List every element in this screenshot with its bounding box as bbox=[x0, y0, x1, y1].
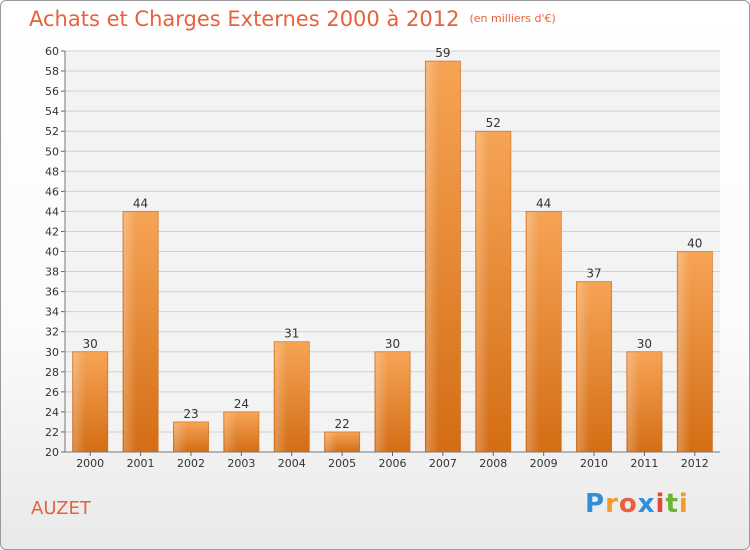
y-tick-label: 30 bbox=[45, 346, 59, 359]
data-label: 44 bbox=[133, 196, 148, 210]
data-label: 44 bbox=[536, 196, 551, 210]
y-tick-label: 26 bbox=[45, 386, 59, 399]
x-tick-label: 2000 bbox=[76, 457, 104, 470]
x-tick-label: 2010 bbox=[580, 457, 608, 470]
y-tick-label: 38 bbox=[45, 266, 59, 279]
y-tick-label: 40 bbox=[45, 246, 59, 259]
bar-highlight bbox=[224, 412, 238, 452]
y-tick-label: 58 bbox=[45, 65, 59, 78]
y-tick-label: 44 bbox=[45, 205, 59, 218]
y-tick-label: 42 bbox=[45, 225, 59, 238]
y-tick-label: 52 bbox=[45, 125, 59, 138]
logo-letter: i bbox=[655, 489, 666, 519]
bar-highlight bbox=[627, 352, 641, 452]
bar-highlight bbox=[527, 212, 540, 452]
data-label: 59 bbox=[435, 46, 450, 60]
logo-letter: P bbox=[585, 489, 606, 519]
data-label: 30 bbox=[83, 337, 98, 351]
y-tick-label: 32 bbox=[45, 326, 59, 339]
bar-highlight bbox=[275, 342, 288, 452]
logo-letter: i bbox=[678, 489, 689, 519]
y-tick-label: 48 bbox=[45, 165, 59, 178]
bar-highlight bbox=[476, 132, 489, 452]
y-tick-label: 60 bbox=[45, 45, 59, 58]
x-tick-label: 2005 bbox=[328, 457, 356, 470]
bar-highlight bbox=[174, 422, 187, 452]
y-tick-label: 34 bbox=[45, 306, 59, 319]
title-unit: (en milliers d'€) bbox=[469, 12, 556, 25]
bar-highlight bbox=[678, 252, 691, 452]
data-label: 31 bbox=[284, 327, 299, 341]
bar-layer bbox=[72, 60, 713, 453]
bar-highlight bbox=[426, 62, 439, 453]
y-tick-label: 36 bbox=[45, 286, 59, 299]
x-tick-label: 2011 bbox=[630, 457, 658, 470]
bar-highlight bbox=[123, 212, 137, 452]
data-label: 30 bbox=[385, 337, 400, 351]
x-tick-label: 2007 bbox=[429, 457, 457, 470]
y-tick-label: 20 bbox=[45, 446, 59, 459]
data-label: 40 bbox=[687, 237, 702, 251]
y-tick-label: 22 bbox=[45, 426, 59, 439]
commune-name: AUZET bbox=[31, 498, 91, 519]
data-label: 30 bbox=[637, 337, 652, 351]
y-tick-label: 28 bbox=[45, 366, 59, 379]
x-tick-label: 2008 bbox=[479, 457, 507, 470]
logo-letter: o bbox=[618, 489, 638, 519]
logo-letter: r bbox=[605, 489, 619, 519]
x-tick-label: 2003 bbox=[227, 457, 255, 470]
y-tick-label: 24 bbox=[45, 406, 59, 419]
y-tick-label: 46 bbox=[45, 185, 59, 198]
data-label: 37 bbox=[586, 267, 601, 281]
bar-highlight bbox=[577, 282, 590, 452]
axis-layer: 20 22 24 26 28 30 32 34 36 38 40 42 44 46 48 50 52 54 56 58… bbox=[45, 45, 720, 470]
x-tick-label: 2001 bbox=[127, 457, 155, 470]
data-label: 23 bbox=[183, 407, 198, 421]
chart-title: Achats et Charges Externes 2000 à 2012 (e… bbox=[29, 7, 556, 31]
data-label: 52 bbox=[486, 116, 501, 130]
proxiti-logo: Proxiti bbox=[585, 489, 689, 519]
y-tick-label: 50 bbox=[45, 145, 59, 158]
x-tick-label: 2004 bbox=[278, 457, 306, 470]
bar-highlight bbox=[375, 352, 389, 452]
logo-letter: x bbox=[637, 489, 656, 519]
logo-letter: t bbox=[665, 489, 679, 519]
y-tick-label: 56 bbox=[45, 85, 59, 98]
y-tick-label: 54 bbox=[45, 105, 59, 118]
x-tick-label: 2006 bbox=[379, 457, 407, 470]
title-text: Achats et Charges Externes 2000 à 2012 bbox=[29, 7, 460, 31]
x-tick-label: 2009 bbox=[530, 457, 558, 470]
bar-highlight bbox=[325, 432, 338, 452]
x-tick-label: 2012 bbox=[681, 457, 709, 470]
x-tick-label: 2002 bbox=[177, 457, 205, 470]
data-label: 22 bbox=[334, 417, 349, 431]
data-label: 24 bbox=[234, 397, 249, 411]
bar-highlight bbox=[73, 352, 86, 452]
